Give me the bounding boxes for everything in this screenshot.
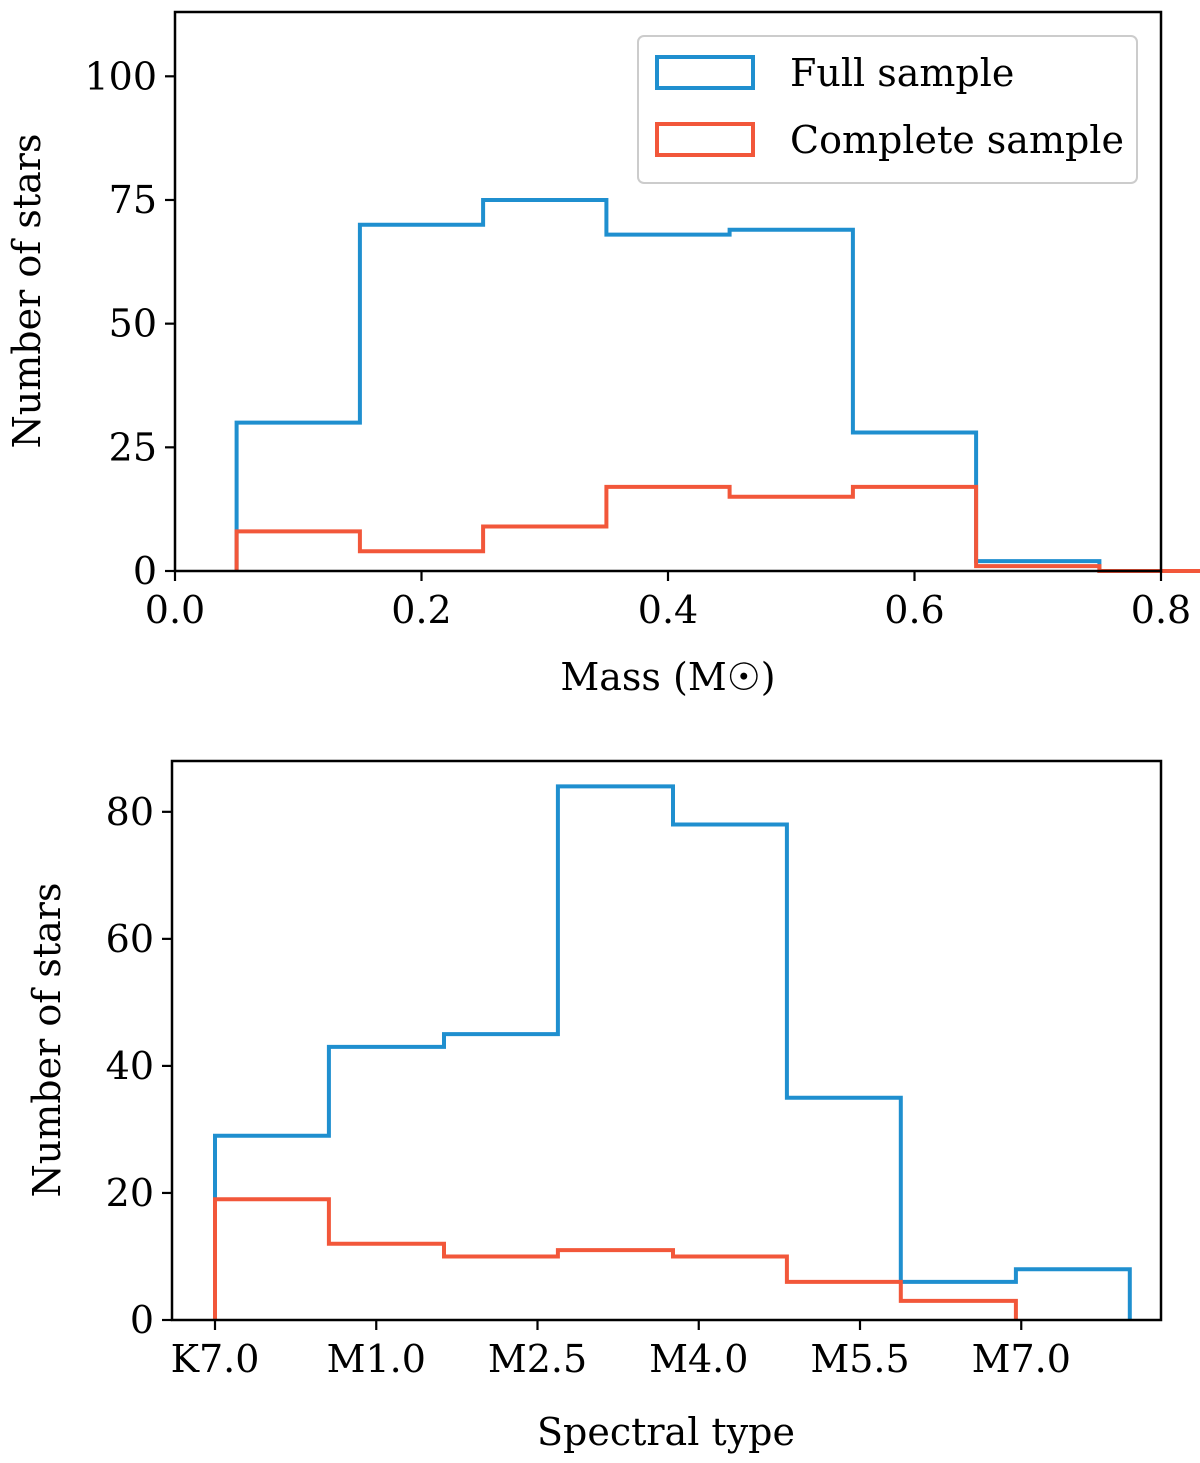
spectral-histogram-series (213, 784, 1132, 1320)
spectral-y-ticks: 0 20 40 60 80 (106, 790, 172, 1342)
mass-y-tick-label: 50 (109, 302, 157, 346)
mass-x-ticks: 0.0 0.2 0.4 0.6 0.8 (145, 571, 1191, 632)
legend: Full sample Complete sample (637, 35, 1138, 184)
spectral-y-tick-label: 60 (106, 917, 154, 961)
legend-full-swatch (655, 55, 755, 90)
mass-x-axis-label: Mass (M☉) (560, 655, 775, 699)
spectral-y-tick-label: 40 (106, 1044, 154, 1088)
spectral-complete-sample-histogram (213, 1197, 1018, 1320)
spectral-x-tick-label: M1.0 (327, 1337, 426, 1381)
mass-y-axis-label: Number of stars (5, 134, 49, 449)
spectral-axes-frame (170, 759, 1163, 1322)
mass-x-tick-label: 0.0 (145, 588, 205, 632)
mass-x-tick-label: 0.6 (884, 588, 944, 632)
mass-histogram-series (234, 198, 1200, 573)
mass-y-tick-label: 0 (133, 549, 157, 593)
spectral-full-sample-histogram (213, 784, 1132, 1320)
mass-y-tick-label: 25 (109, 425, 157, 469)
spectral-type-histogram-panel: K7.0 M1.0 M2.5 M4.0 M5.5 M7.0 0 20 40 60 80 Spect… (25, 759, 1163, 1454)
legend-complete-swatch (655, 122, 755, 157)
spectral-y-axis-label: Number of stars (25, 883, 69, 1198)
mass-x-tick-label: 0.2 (391, 588, 451, 632)
spectral-y-tick-label: 20 (106, 1171, 154, 1215)
mass-histogram-panel: 0.0 0.2 0.4 0.6 0.8 0 25 50 75 100 Mass (M☉) Num… (5, 10, 1200, 699)
legend-complete-label: Complete sample (790, 118, 1124, 162)
spectral-y-tick-label: 80 (106, 790, 154, 834)
spectral-x-tick-label: M4.0 (649, 1337, 748, 1381)
spectral-x-ticks: K7.0 M1.0 M2.5 M4.0 M5.5 M7.0 (171, 1320, 1071, 1381)
mass-x-tick-label: 0.4 (638, 588, 698, 632)
spectral-x-tick-label: M7.0 (972, 1337, 1071, 1381)
spectral-x-tick-label: M2.5 (488, 1337, 587, 1381)
mass-y-tick-label: 75 (109, 178, 157, 222)
mass-y-ticks: 0 25 50 75 100 (84, 54, 175, 593)
mass-x-tick-label: 0.8 (1131, 588, 1191, 632)
spectral-x-tick-label: M5.5 (810, 1337, 909, 1381)
spectral-y-tick-label: 0 (130, 1298, 154, 1342)
spectral-x-axis-label: Spectral type (537, 1410, 795, 1454)
legend-box (637, 35, 1138, 184)
legend-full-label: Full sample (790, 51, 1014, 95)
mass-y-tick-label: 100 (84, 54, 157, 98)
spectral-x-tick-label: K7.0 (171, 1337, 260, 1381)
mass-complete-sample-histogram (234, 484, 1200, 573)
mass-full-sample-histogram (234, 198, 1200, 573)
